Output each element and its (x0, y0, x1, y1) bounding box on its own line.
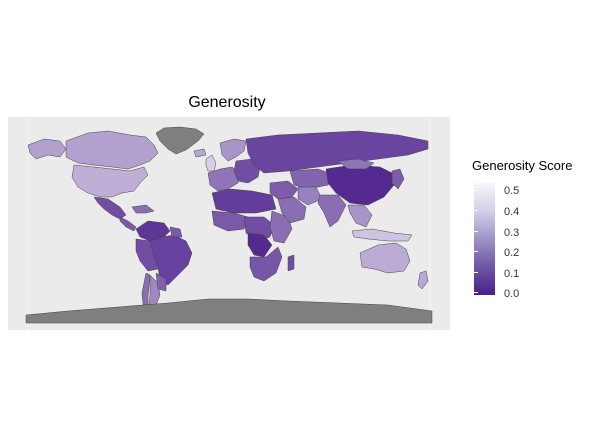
legend-tick-mark (474, 231, 478, 232)
region-southeast-asia (347, 204, 373, 228)
region-antarctica (25, 298, 433, 324)
region-central-asia (289, 168, 335, 190)
region-greenland (155, 126, 205, 155)
region-scandinavia (219, 138, 247, 162)
region-canada (65, 130, 159, 170)
region-brazil (149, 234, 193, 286)
region-southern-africa (249, 246, 283, 282)
legend-tick-mark (474, 272, 478, 273)
legend-tick-mark (474, 292, 478, 293)
region-peru-bolivia (135, 238, 159, 272)
legend-colorbar (474, 183, 495, 295)
region-guianas (169, 226, 183, 238)
legend-tick-mark (474, 251, 478, 252)
region-north-africa (211, 188, 277, 214)
legend-tick-label: 0.4 (504, 206, 520, 218)
region-central-america (119, 216, 137, 232)
region-iran (297, 186, 323, 206)
region-dr-congo-region (247, 232, 273, 258)
legend-tick-label: 0.2 (504, 247, 520, 259)
region-colombia-venezuela (135, 220, 171, 242)
map-panel (8, 117, 450, 330)
region-paraguay-uruguay (155, 272, 167, 292)
region-usa (71, 164, 149, 198)
region-western-europe (207, 166, 241, 192)
region-west-africa (211, 210, 249, 232)
legend-tick-mark (474, 190, 478, 191)
region-australia (359, 242, 411, 274)
region-madagascar (287, 254, 295, 272)
region-mexico (93, 196, 127, 220)
legend-tick-label: 0.5 (504, 185, 520, 197)
region-alaska (27, 138, 67, 160)
region-uk-ireland (205, 154, 217, 172)
legend-tick-label: 0.0 (504, 288, 520, 300)
legend-tick-label: 0.3 (504, 227, 520, 239)
legend-tick-label: 0.1 (504, 268, 520, 280)
legend: Generosity Score 0.5 0.4 0.3 0.2 0.1 0.0 (472, 158, 573, 300)
region-japan-korea (391, 168, 405, 190)
region-caribbean (131, 204, 155, 214)
region-china (325, 164, 395, 206)
graticule (27, 117, 431, 330)
region-mongolia (337, 158, 375, 170)
region-iceland (193, 148, 207, 158)
region-arabia (277, 196, 307, 224)
map-title: Generosity (188, 94, 266, 111)
world-map (25, 117, 433, 330)
region-new-zealand (417, 270, 429, 290)
region-indonesia (351, 228, 413, 242)
region-russia (245, 130, 429, 174)
region-india (317, 194, 347, 228)
legend-tick-mark (474, 210, 478, 211)
legend-title: Generosity Score (472, 158, 573, 173)
